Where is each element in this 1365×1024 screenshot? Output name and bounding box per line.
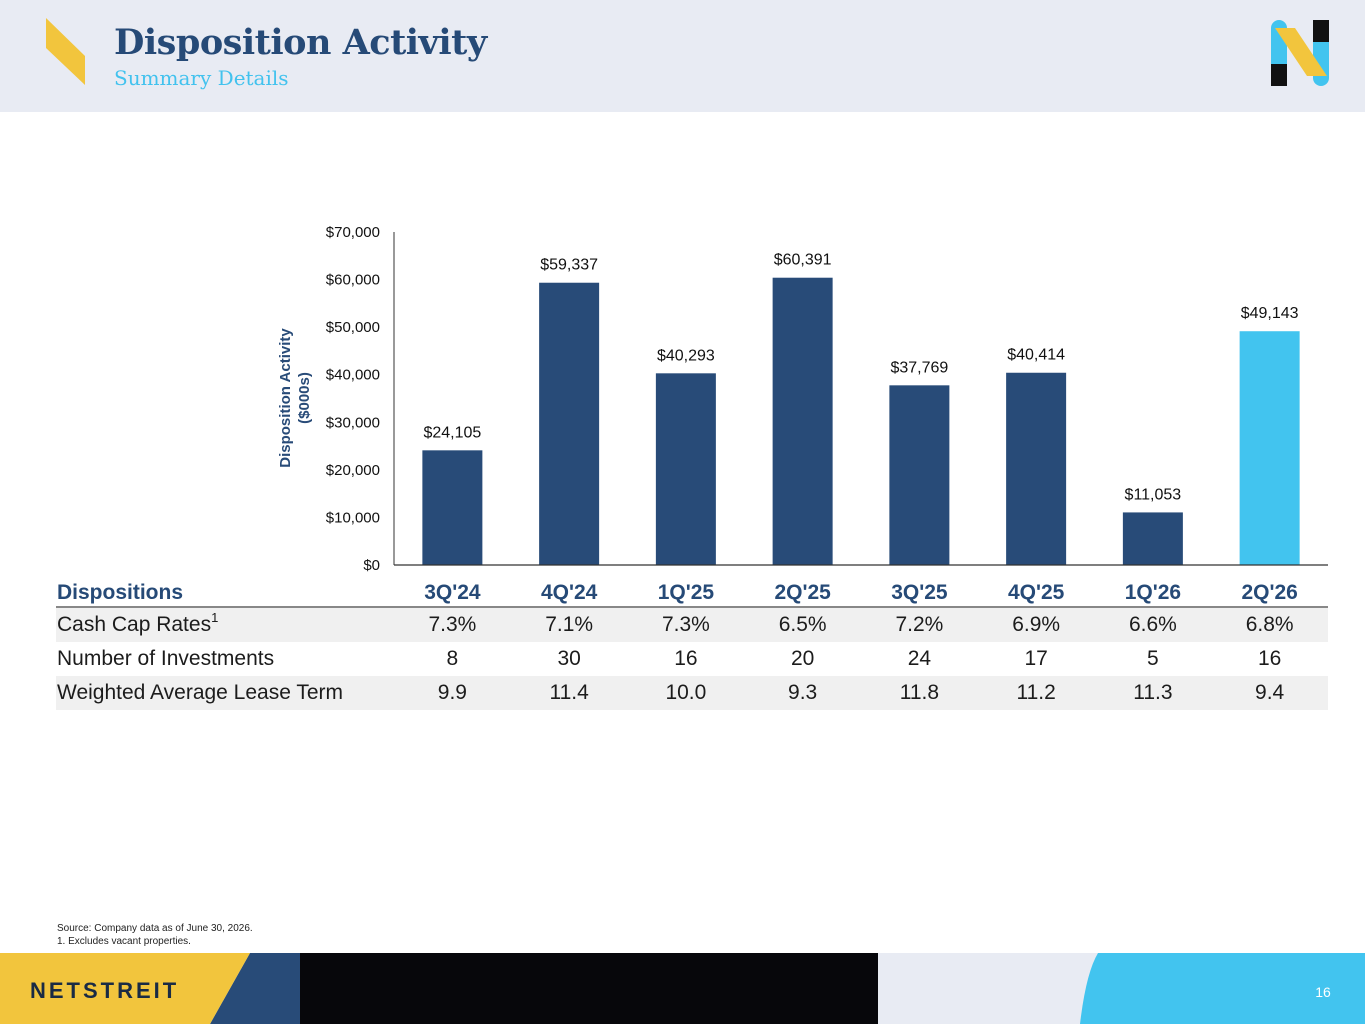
table-cell: 6.9% [1012, 613, 1061, 636]
table-cell: 10.0 [665, 681, 707, 704]
table-cell: 11.4 [549, 681, 589, 704]
table-cell: 7.2% [895, 613, 944, 636]
table-header-label: Dispositions [57, 581, 184, 604]
gold-slash-icon [46, 18, 85, 85]
table-row-label: Weighted Average Lease Term [57, 676, 343, 710]
table-cell: 30 [557, 647, 581, 670]
bar-value-label: $49,143 [1241, 305, 1299, 322]
table-header-row: Dispositions 3Q'24 4Q'24 1Q'25 2Q'25 3Q'25 4Q… [56, 576, 1328, 608]
y-axis-label-line1: Disposition Activity [277, 328, 294, 468]
table-column-header: 4Q'24 [540, 581, 598, 604]
table-cell: 9.3 [788, 681, 818, 704]
page-subtitle: Summary Details [114, 66, 289, 90]
y-axis-label: Disposition Activity ($000s) [277, 328, 313, 468]
table-column-header: 3Q'25 [891, 581, 948, 604]
page-title: Disposition Activity [114, 22, 487, 63]
y-tick-label: $0 [363, 557, 380, 574]
table-row-label: Cash Cap Rates1 [57, 608, 218, 642]
source-note: Source: Company data as of June 30, 2026… [57, 923, 253, 934]
table-cell: 5 [1147, 647, 1159, 670]
bar-4q25 [1006, 372, 1067, 565]
bar-2q26 [1239, 331, 1300, 565]
footer-brand: NETSTREIT [30, 978, 180, 1003]
table-cell: 8 [446, 647, 459, 670]
header-band [0, 0, 1365, 112]
page-number: 16 [1315, 984, 1331, 1000]
table-column-header: 2Q'26 [1241, 581, 1298, 604]
bar-value-label: $24,105 [423, 424, 481, 441]
bar-4q24 [539, 282, 600, 565]
table-column-header: 4Q'25 [1007, 581, 1065, 604]
bar-2q25 [772, 277, 833, 565]
footnote-1: 1. Excludes vacant properties. [57, 936, 191, 947]
table-cell: 17 [1024, 647, 1048, 670]
bar-value-label: $11,053 [1125, 486, 1182, 503]
table-column-header: 1Q'26 [1124, 581, 1182, 604]
bar-value-label: $40,293 [657, 347, 715, 364]
table-column-header: 3Q'24 [424, 581, 481, 604]
y-tick-label: $30,000 [326, 414, 380, 431]
table-cell: 20 [790, 647, 815, 670]
table-cell: 16 [674, 647, 698, 670]
bar-value-label: $37,769 [890, 359, 948, 376]
footnote-marker: 1 [211, 610, 219, 625]
table-cell: 7.1% [545, 613, 594, 636]
bar-1q25 [655, 373, 716, 565]
table-row: Number of Investments 8 30 16 20 24 17 5 16 [56, 642, 1328, 676]
disposition-bar-chart: Disposition Activity ($000s) $0 $10,000 $2… [277, 224, 1328, 574]
bar-3q24 [422, 450, 483, 565]
table-row-label: Number of Investments [57, 642, 274, 676]
y-tick-label: $40,000 [326, 367, 380, 384]
table-row: Cash Cap Rates1 7.3% 7.1% 7.3% 6.5% 7.2% 6.9% 6… [56, 608, 1328, 642]
table-column-header: 1Q'25 [657, 581, 715, 604]
bar-value-label: $59,337 [540, 257, 598, 274]
y-tick-label: $10,000 [326, 509, 380, 526]
table-cell: 11.8 [899, 681, 940, 704]
footer-band [0, 953, 1365, 1024]
table-cell: 16 [1257, 647, 1282, 670]
table-cell: 6.6% [1128, 613, 1177, 636]
table-row: Weighted Average Lease Term 9.9 11.4 10.0 9.… [56, 676, 1328, 710]
table-column-header: 2Q'25 [774, 581, 831, 604]
table-cell: 11.2 [1016, 681, 1056, 704]
table-cell: 24 [907, 647, 932, 670]
y-tick-label: $50,000 [326, 319, 380, 336]
table-cell: 9.4 [1255, 681, 1285, 704]
table-cell: 7.3% [661, 613, 710, 636]
table-row-label-text: Weighted Average Lease Term [57, 681, 344, 704]
footnotes: Source: Company data as of June 30, 2026… [57, 922, 253, 948]
y-tick-label: $60,000 [326, 272, 380, 289]
y-tick-label: $20,000 [326, 462, 380, 479]
bar-value-label: $40,414 [1007, 347, 1065, 364]
bar-3q25 [889, 385, 950, 565]
y-tick-label: $70,000 [326, 224, 380, 241]
y-axis-label-line2: ($000s) [296, 372, 313, 424]
table-cell: 7.3% [428, 613, 477, 636]
netstreit-logo-icon [1271, 20, 1329, 86]
table-row-label-text: Cash Cap Rates [57, 613, 212, 636]
table-cell: 6.5% [778, 613, 827, 636]
table-cell: 6.8% [1245, 613, 1294, 636]
bar-value-label: $60,391 [774, 252, 832, 269]
table-row-label-text: Number of Investments [57, 647, 275, 670]
bar-1q26 [1122, 512, 1183, 565]
table-cell: 9.9 [437, 681, 467, 704]
table-cell: 11.3 [1133, 681, 1173, 704]
dispositions-table: Dispositions 3Q'24 4Q'24 1Q'25 2Q'25 3Q'25 4Q… [56, 576, 1328, 710]
